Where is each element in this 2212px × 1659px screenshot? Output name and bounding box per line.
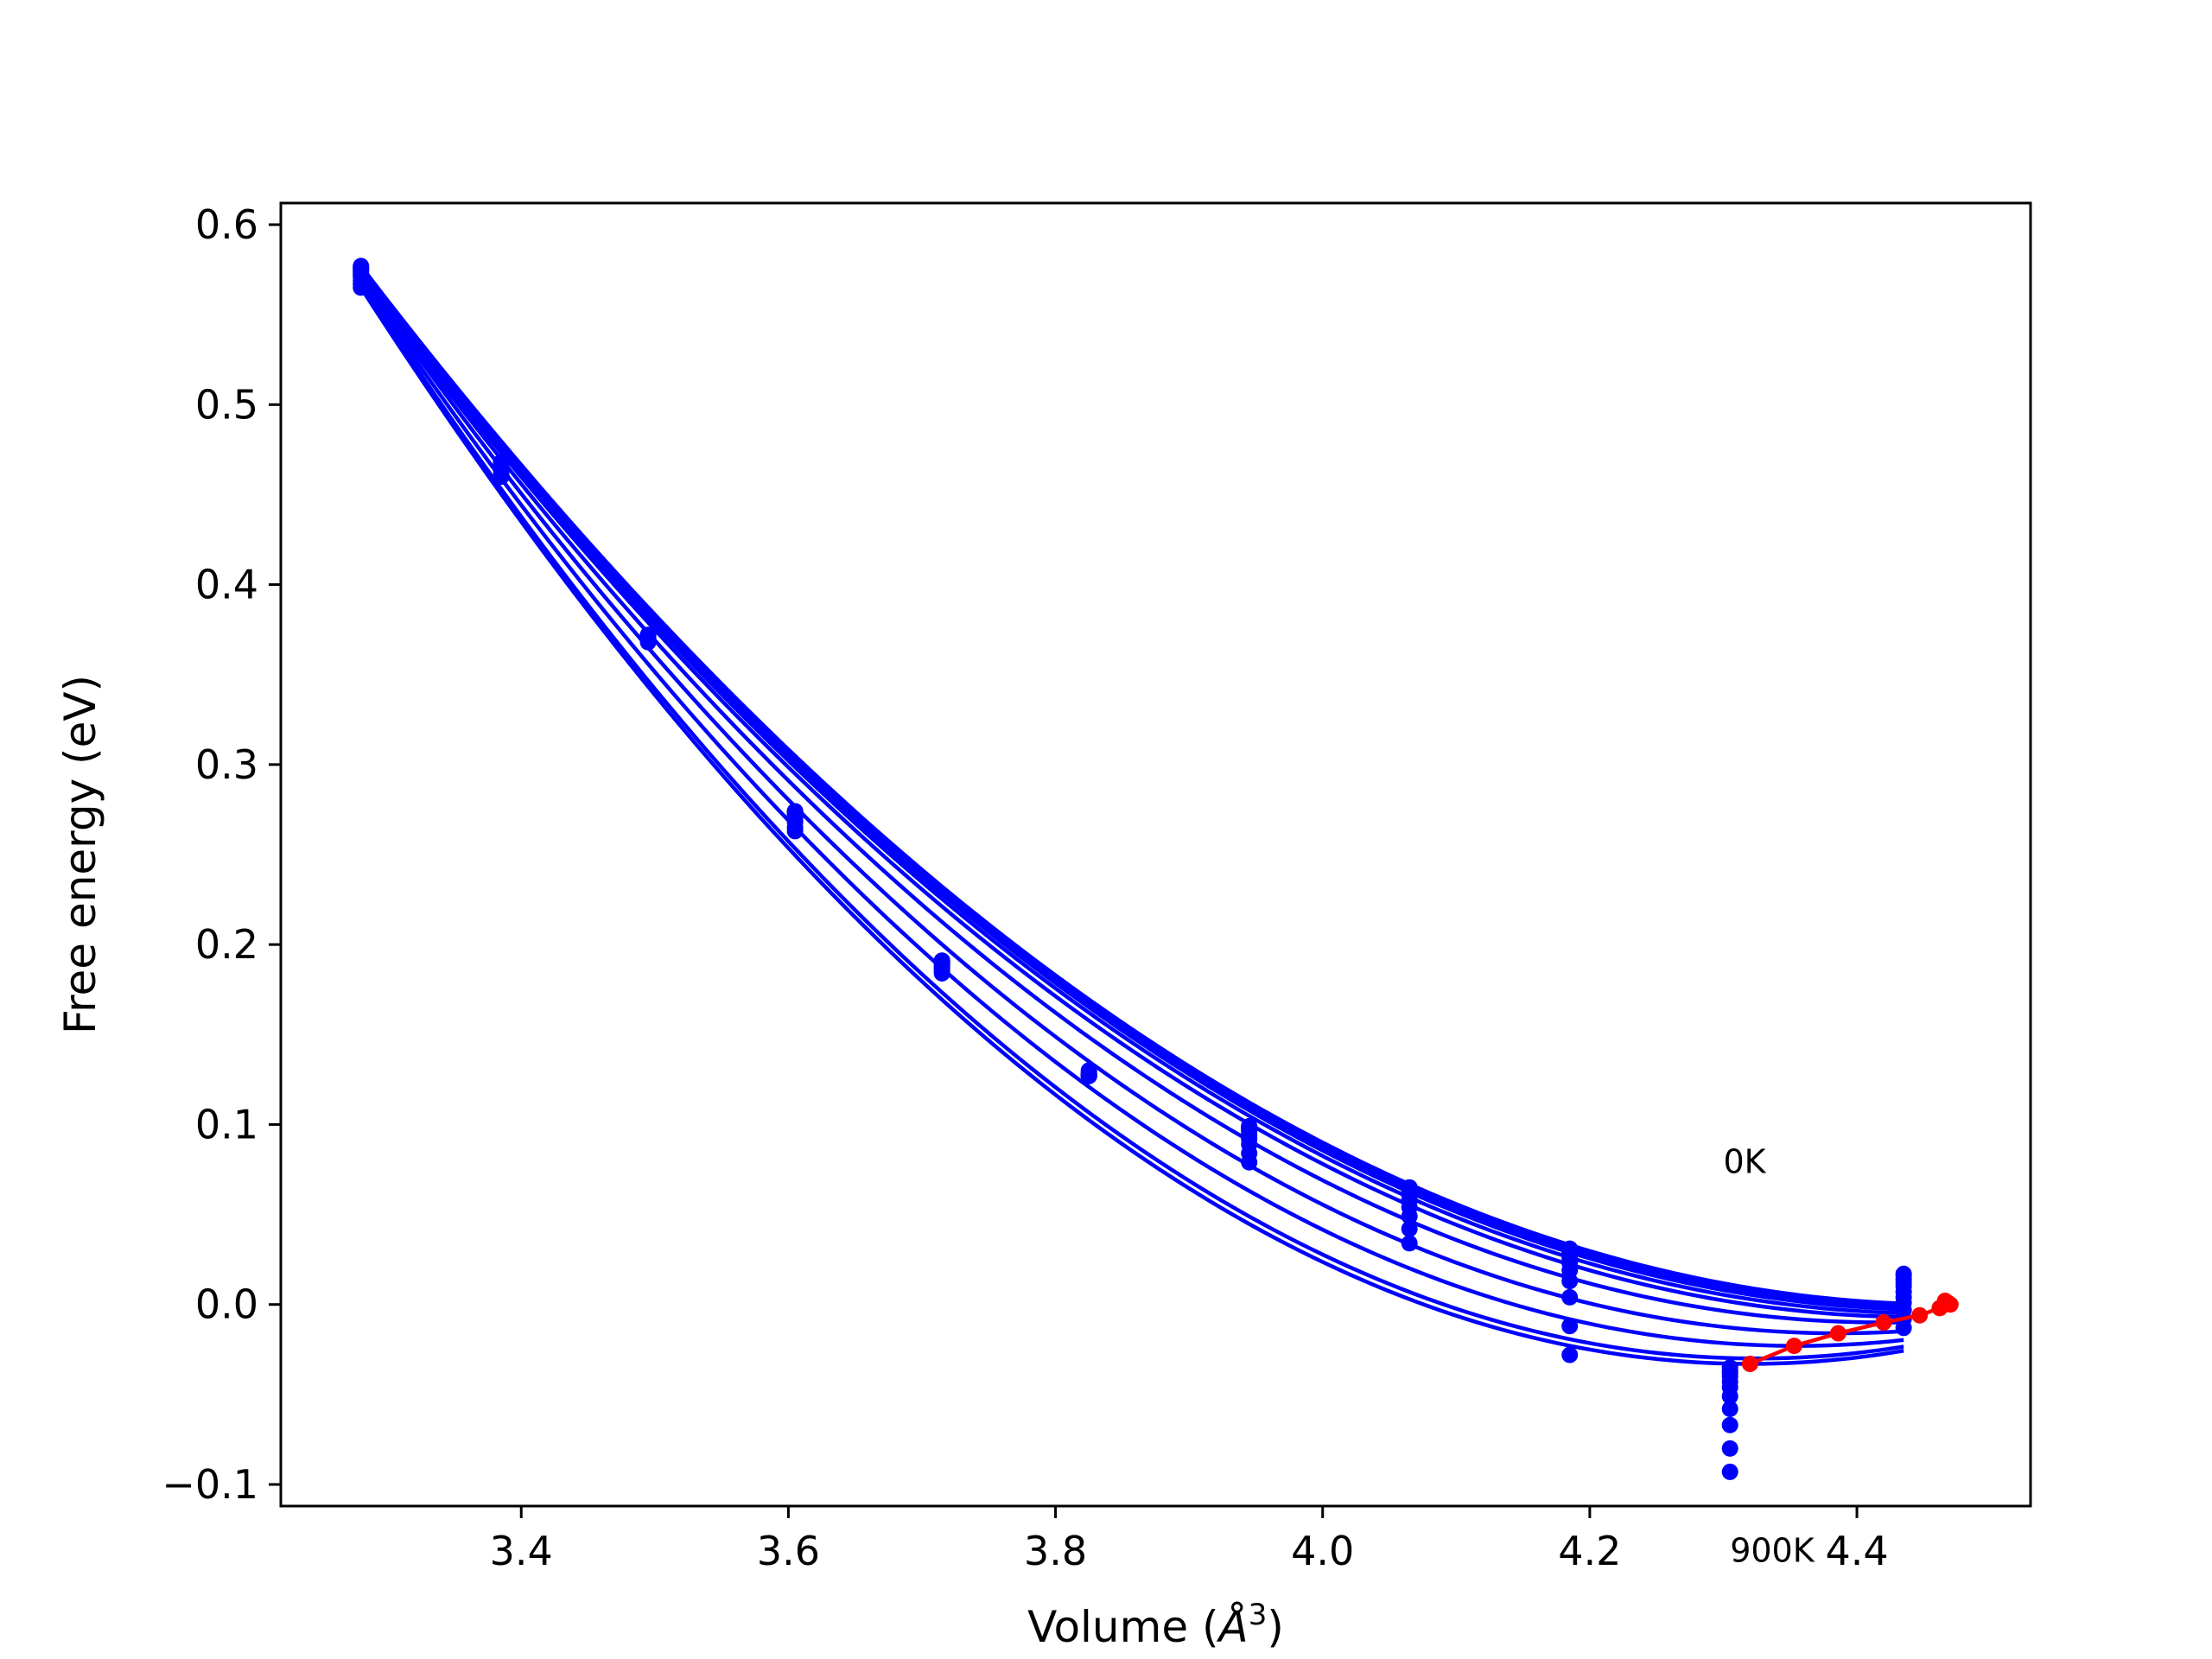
fit-curve	[359, 264, 1904, 1306]
x-axis-label-close: )	[1267, 1602, 1284, 1652]
data-point	[1401, 1208, 1418, 1225]
x-tick-label: 3.6	[757, 1528, 820, 1574]
x-tick-label: 4.0	[1291, 1528, 1354, 1574]
fit-curves	[359, 264, 1904, 1366]
y-tick-label: 0.4	[195, 562, 258, 608]
x-axis-label-exponent: 3	[1249, 1598, 1268, 1632]
data-point	[1721, 1401, 1738, 1418]
y-tick-label: 0.1	[195, 1101, 258, 1147]
data-point	[353, 279, 370, 296]
axes-frame	[279, 201, 2032, 1508]
data-point	[1561, 1273, 1579, 1290]
data-point	[786, 823, 804, 840]
data-point	[1721, 1416, 1738, 1433]
x-tick-label: 4.4	[1825, 1528, 1888, 1574]
data-point	[1721, 1440, 1738, 1457]
data-point	[1561, 1346, 1579, 1363]
fit-curve	[359, 270, 1904, 1315]
y-tick-label: 0.6	[195, 201, 258, 248]
y-tick-label: 0.2	[195, 921, 258, 968]
data-points	[353, 257, 1912, 1480]
data-point	[1895, 1319, 1912, 1337]
fit-curve	[359, 286, 1904, 1366]
data-point	[1080, 1062, 1097, 1079]
y-tick-label: 0.0	[195, 1281, 258, 1328]
data-point	[1561, 1318, 1579, 1335]
data-point	[493, 468, 510, 486]
minima-point	[1741, 1355, 1758, 1372]
data-point	[1721, 1463, 1738, 1480]
minima-point	[1829, 1325, 1847, 1342]
plot-area	[353, 257, 1959, 1480]
fit-curve	[359, 271, 1904, 1319]
x-tick-label: 3.4	[490, 1528, 553, 1574]
x-tick-label: 3.8	[1024, 1528, 1087, 1574]
data-point	[1561, 1288, 1579, 1306]
x-tick-label: 4.2	[1558, 1528, 1621, 1574]
y-tick-label: 0.3	[195, 741, 258, 788]
data-point	[639, 633, 657, 651]
annotation-0k: 0K	[1723, 1143, 1766, 1181]
y-axis-ticks: −0.1 0.0 0.1 0.2 0.3 0.4 0.5 0.6	[162, 201, 281, 1508]
minima-point	[1875, 1314, 1892, 1332]
minima-point	[1942, 1296, 1959, 1313]
x-axis-label-main: Volume (	[1027, 1602, 1218, 1652]
fit-curve	[359, 283, 1904, 1361]
data-point	[1721, 1388, 1738, 1405]
data-point	[933, 964, 950, 982]
data-point	[1401, 1220, 1418, 1237]
minima-point	[1911, 1306, 1929, 1324]
annotation-900k: 900K	[1730, 1532, 1815, 1570]
y-tick-label: 0.5	[195, 381, 258, 428]
fit-curve	[359, 273, 1904, 1325]
data-point	[1241, 1154, 1258, 1171]
y-tick-label: −0.1	[162, 1461, 258, 1508]
x-axis-ticks: 3.4 3.6 3.8 4.0 4.2 4.4	[490, 1506, 1889, 1574]
minima-path	[1741, 1293, 1959, 1372]
y-axis-label: Free energy (eV)	[55, 675, 105, 1034]
minima-point	[1785, 1338, 1802, 1355]
fit-curve	[359, 276, 1904, 1336]
data-point	[1401, 1235, 1418, 1252]
x-axis-label-unit: Å	[1217, 1602, 1249, 1652]
fit-curve	[359, 268, 1904, 1312]
x-axis-label: Volume (Å3)	[1027, 1598, 1284, 1652]
fit-curve	[359, 279, 1904, 1348]
